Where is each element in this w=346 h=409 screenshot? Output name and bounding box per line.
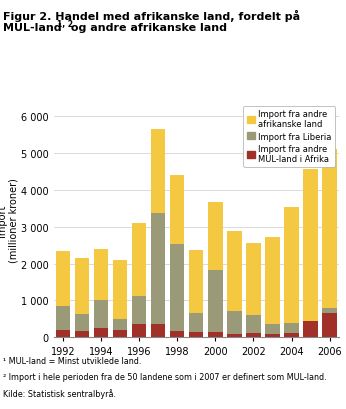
Bar	[189, 332, 203, 337]
Bar	[265, 325, 280, 334]
Text: ¹ MUL-land = Minst utviklede land.: ¹ MUL-land = Minst utviklede land.	[3, 356, 142, 365]
Bar	[75, 258, 89, 314]
Text: og andre afrikanske land: og andre afrikanske land	[67, 22, 227, 32]
Bar	[227, 231, 242, 311]
Bar	[170, 332, 184, 337]
Bar	[151, 130, 165, 213]
Bar	[56, 306, 70, 330]
Bar	[303, 321, 318, 337]
Bar	[265, 334, 280, 337]
Bar	[151, 213, 165, 325]
Bar	[322, 313, 337, 337]
Bar	[322, 150, 337, 308]
Bar	[113, 330, 127, 337]
Bar	[246, 244, 261, 315]
Bar	[94, 328, 108, 337]
Text: Figur 2. Handel med afrikanske land, fordelt på: Figur 2. Handel med afrikanske land, for…	[3, 10, 301, 22]
Bar	[227, 334, 242, 337]
Bar	[284, 333, 299, 337]
Bar	[322, 308, 337, 313]
Bar	[113, 319, 127, 330]
Bar	[75, 314, 89, 331]
Y-axis label: Import
(millioner kroner): Import (millioner kroner)	[0, 178, 18, 262]
Bar	[246, 315, 261, 333]
Bar	[94, 301, 108, 328]
Bar	[56, 252, 70, 306]
Text: MUL-land: MUL-land	[3, 22, 62, 32]
Bar	[284, 323, 299, 333]
Bar	[265, 238, 280, 325]
Text: 1, 2: 1, 2	[57, 20, 73, 29]
Bar	[75, 331, 89, 337]
Text: Kilde: Statistisk sentralbyrå.: Kilde: Statistisk sentralbyrå.	[3, 389, 117, 398]
Bar	[208, 333, 222, 337]
Bar	[56, 330, 70, 337]
Bar	[132, 223, 146, 296]
Bar	[246, 333, 261, 337]
Bar	[132, 324, 146, 337]
Bar	[170, 244, 184, 332]
Text: ² Import i hele perioden fra de 50 landene som i 2007 er definert som MUL-land.: ² Import i hele perioden fra de 50 lande…	[3, 372, 327, 381]
Bar	[284, 207, 299, 323]
Bar	[208, 202, 222, 270]
Bar	[151, 325, 165, 337]
Bar	[303, 169, 318, 321]
Bar	[189, 250, 203, 313]
Bar	[208, 270, 222, 333]
Legend: Import fra andre
afrikanske land, Import fra Liberia, Import fra andre
MUL-land : Import fra andre afrikanske land, Import…	[243, 106, 335, 167]
Bar	[170, 175, 184, 244]
Bar	[113, 260, 127, 319]
Bar	[132, 296, 146, 324]
Bar	[189, 313, 203, 332]
Bar	[94, 249, 108, 301]
Bar	[227, 311, 242, 334]
